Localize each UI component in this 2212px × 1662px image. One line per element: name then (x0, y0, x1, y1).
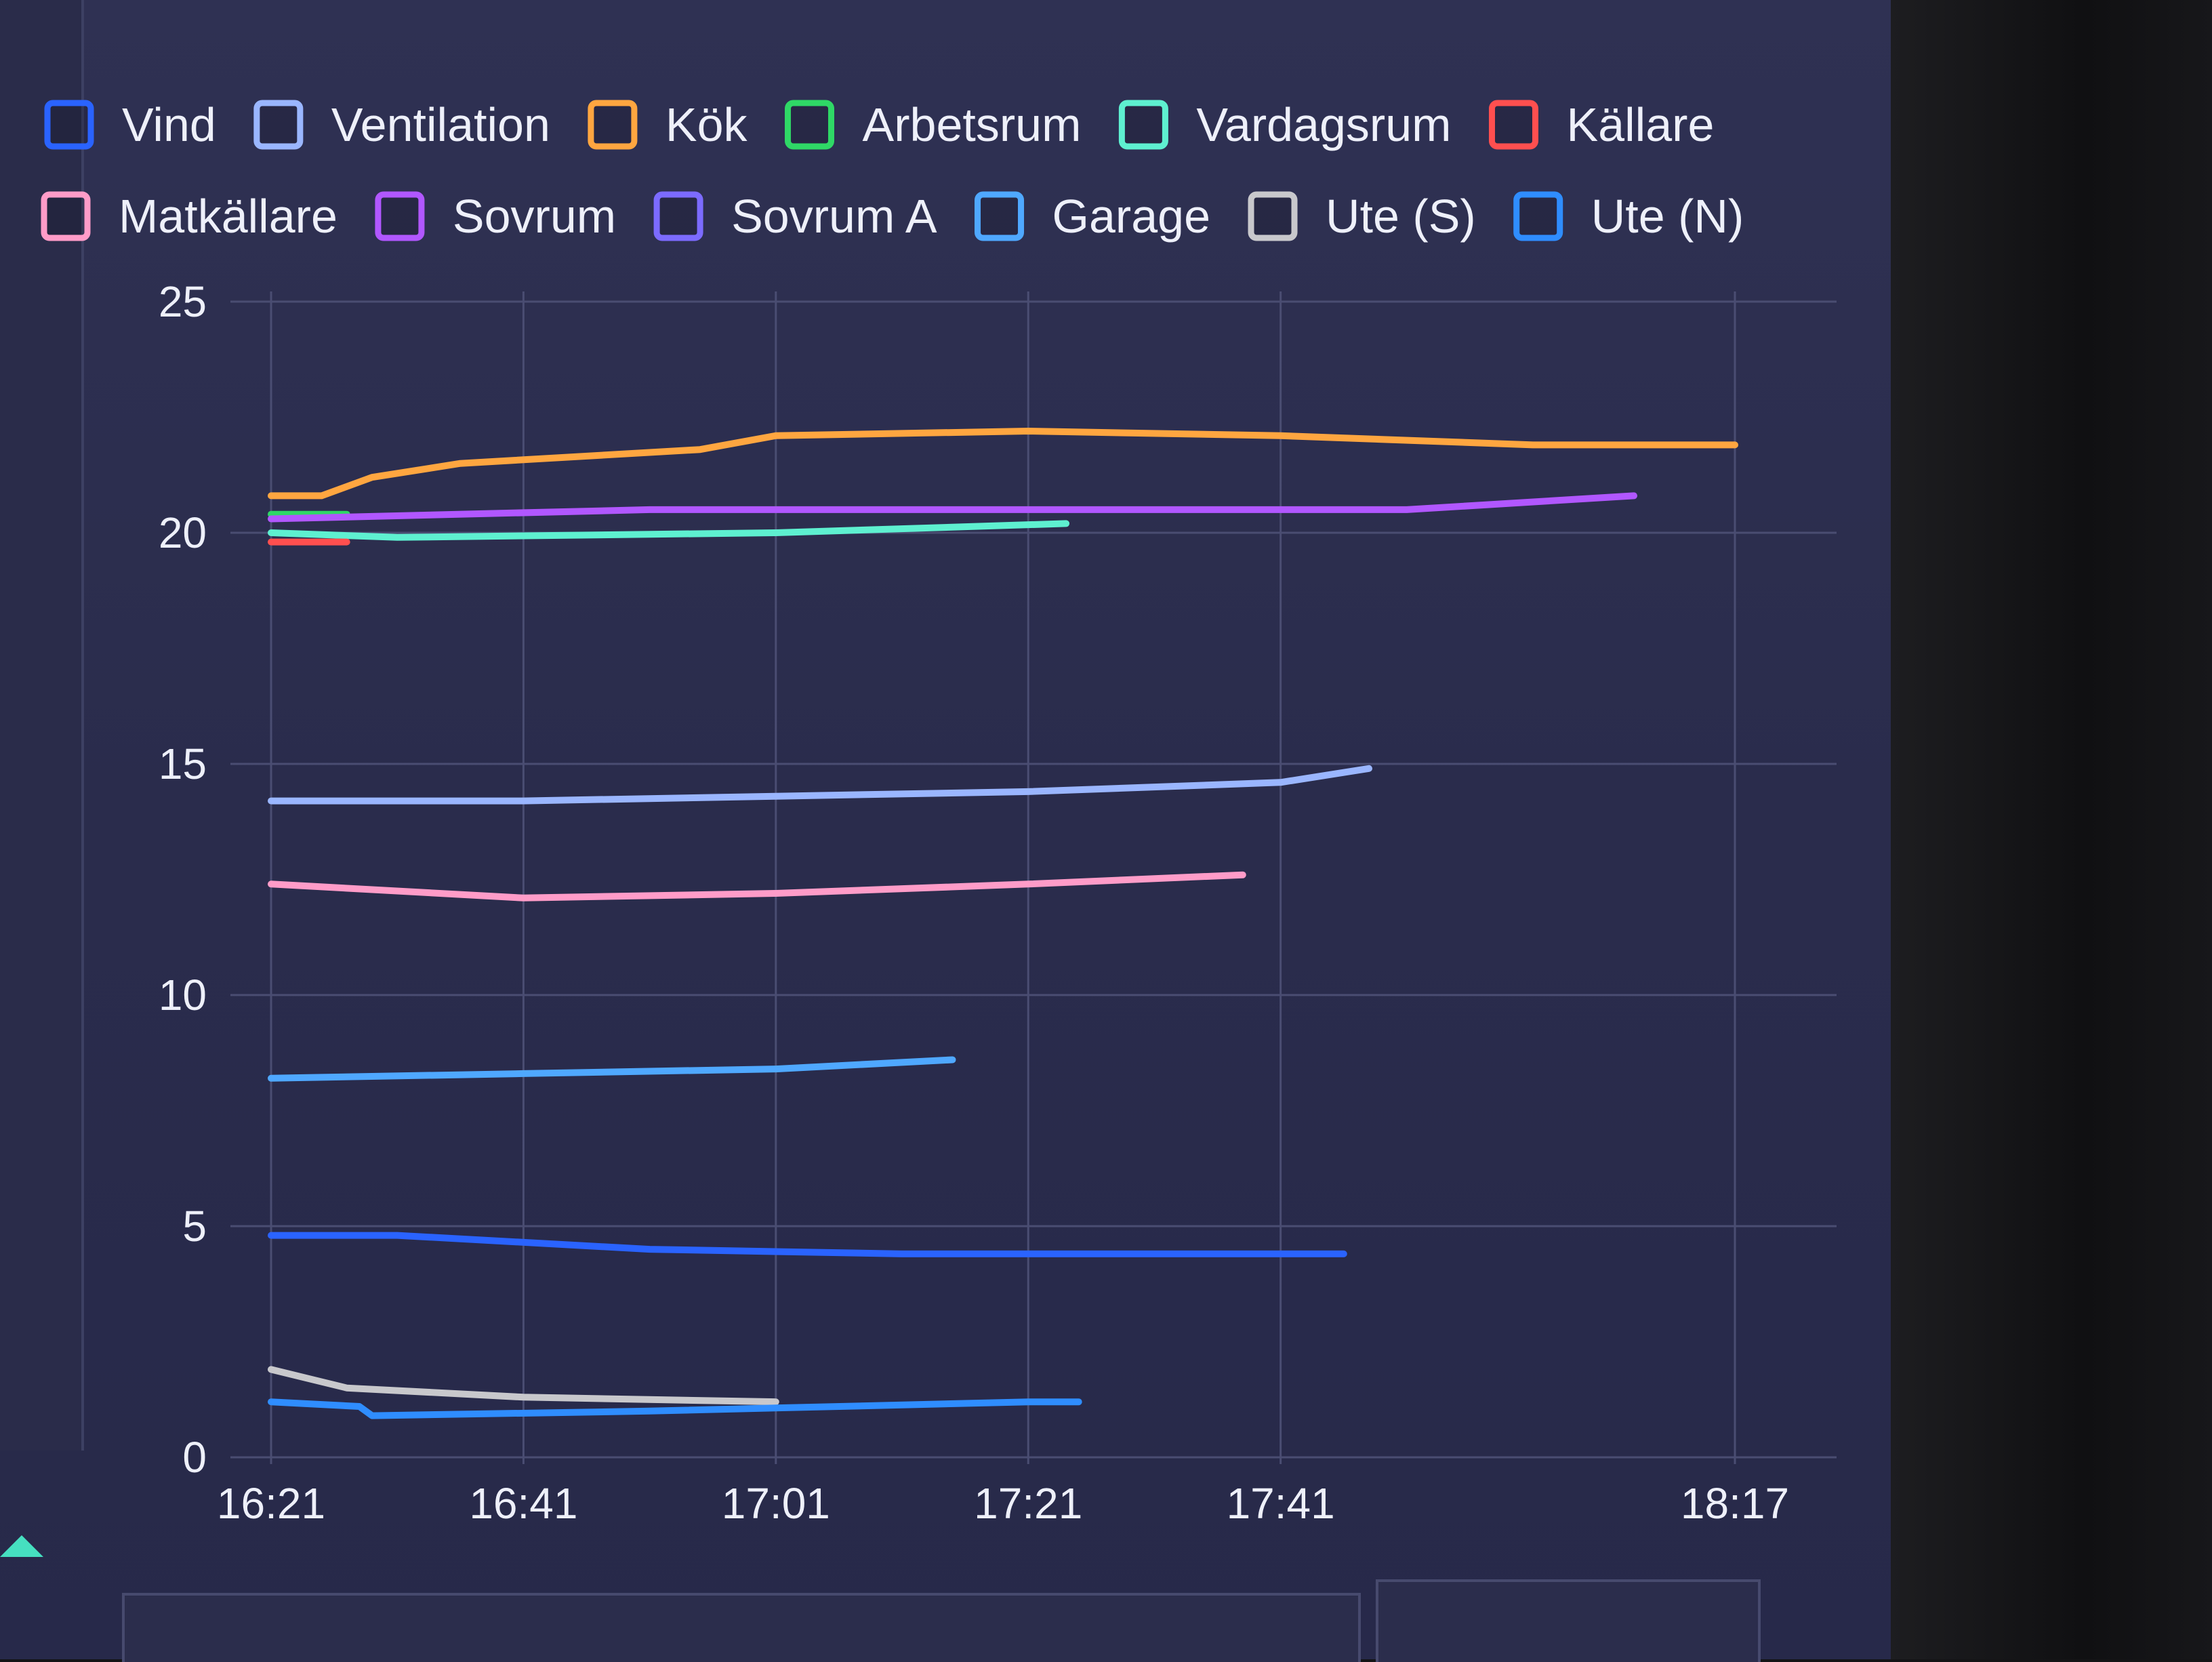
collapse-arrow-icon[interactable] (0, 1535, 43, 1557)
y-axis: 0 5 10 15 20 25 (159, 277, 207, 1482)
chart-legend: Vind Ventilation Kök Arbetsrum Vardagsrum Käl… (41, 98, 1744, 243)
y-tick-label: 0 (182, 1433, 207, 1482)
series-line-vind (268, 1232, 1347, 1257)
series-line-vardagsrum (268, 520, 1070, 541)
legend-swatch (653, 191, 703, 241)
series-line-ventilation (268, 765, 1372, 805)
legend-item-ute-n[interactable]: Ute (N) (1513, 190, 1744, 243)
legend-label: Ute (S) (1326, 190, 1476, 243)
legend-item-vind[interactable]: Vind (44, 98, 216, 151)
legend-swatch (44, 100, 94, 150)
left-side-panel (0, 0, 84, 1451)
series-line-matk-llare (268, 871, 1246, 901)
legend-item-ute-s[interactable]: Ute (S) (1248, 190, 1476, 243)
bottom-panel (122, 1593, 1361, 1662)
legend-label: Garage (1052, 190, 1210, 243)
legend-swatch (375, 191, 425, 241)
x-tick-label: 17:41 (1227, 1479, 1335, 1528)
series-line-k-k (268, 428, 1738, 500)
legend-swatch (1118, 100, 1168, 150)
legend-item-ventilation[interactable]: Ventilation (253, 98, 550, 151)
legend-label: Kök (665, 98, 748, 151)
legend-swatch (785, 100, 835, 150)
series-line-garage (268, 1056, 956, 1082)
legend-item-sovrum-a[interactable]: Sovrum A (653, 190, 937, 243)
legend-label: Sovrum A (731, 190, 937, 243)
legend-label: Källare (1566, 98, 1714, 151)
x-tick-label: 17:01 (722, 1479, 830, 1528)
x-tick-label: 16:41 (469, 1479, 577, 1528)
monitor-bezel (1891, 0, 2212, 1659)
legend-label: Vardagsrum (1196, 98, 1451, 151)
legend-swatch (1488, 100, 1538, 150)
legend-swatch (588, 100, 638, 150)
x-tick-label: 17:21 (974, 1479, 1082, 1528)
legend-item-k-k[interactable]: Kök (588, 98, 748, 151)
x-tick-label: 18:17 (1681, 1479, 1789, 1528)
series-line-ute-n (268, 1398, 1082, 1419)
y-tick-label: 10 (159, 971, 207, 1019)
temperature-chart: 0 5 10 15 20 25 16:21 16:41 17:01 17:21 17:41 18:1… (41, 98, 1837, 1528)
x-tick-label: 16:21 (217, 1479, 325, 1528)
legend-item-garage[interactable]: Garage (975, 190, 1210, 243)
legend-label: Ventilation (331, 98, 550, 151)
legend-label: Arbetsrum (863, 98, 1082, 151)
y-tick-label: 5 (182, 1202, 207, 1251)
legend-swatch (1513, 191, 1563, 241)
chart-grid (230, 291, 1837, 1464)
legend-swatch (41, 191, 91, 241)
legend-item-vardagsrum[interactable]: Vardagsrum (1118, 98, 1451, 151)
y-tick-label: 20 (159, 508, 207, 557)
legend-item-matk-llare[interactable]: Matkällare (41, 190, 337, 243)
legend-item-arbetsrum[interactable]: Arbetsrum (785, 98, 1082, 151)
series-line-sovrum (268, 492, 1637, 523)
legend-item-k-llare[interactable]: Källare (1488, 98, 1714, 151)
y-tick-label: 25 (159, 277, 207, 326)
legend-swatch (253, 100, 304, 150)
legend-swatch (1248, 191, 1298, 241)
y-tick-label: 15 (159, 739, 207, 788)
bottom-panel-secondary (1376, 1579, 1761, 1662)
chart-series (268, 428, 1738, 1419)
x-axis: 16:21 16:41 17:01 17:21 17:41 18:17 (217, 1479, 1789, 1528)
legend-label: Sovrum (453, 190, 616, 243)
series-line-ute-s (268, 1366, 779, 1406)
legend-label: Vind (122, 98, 216, 151)
legend-swatch (975, 191, 1025, 241)
legend-label: Matkällare (119, 190, 337, 243)
legend-label: Ute (N) (1591, 190, 1744, 243)
legend-item-sovrum[interactable]: Sovrum (375, 190, 616, 243)
